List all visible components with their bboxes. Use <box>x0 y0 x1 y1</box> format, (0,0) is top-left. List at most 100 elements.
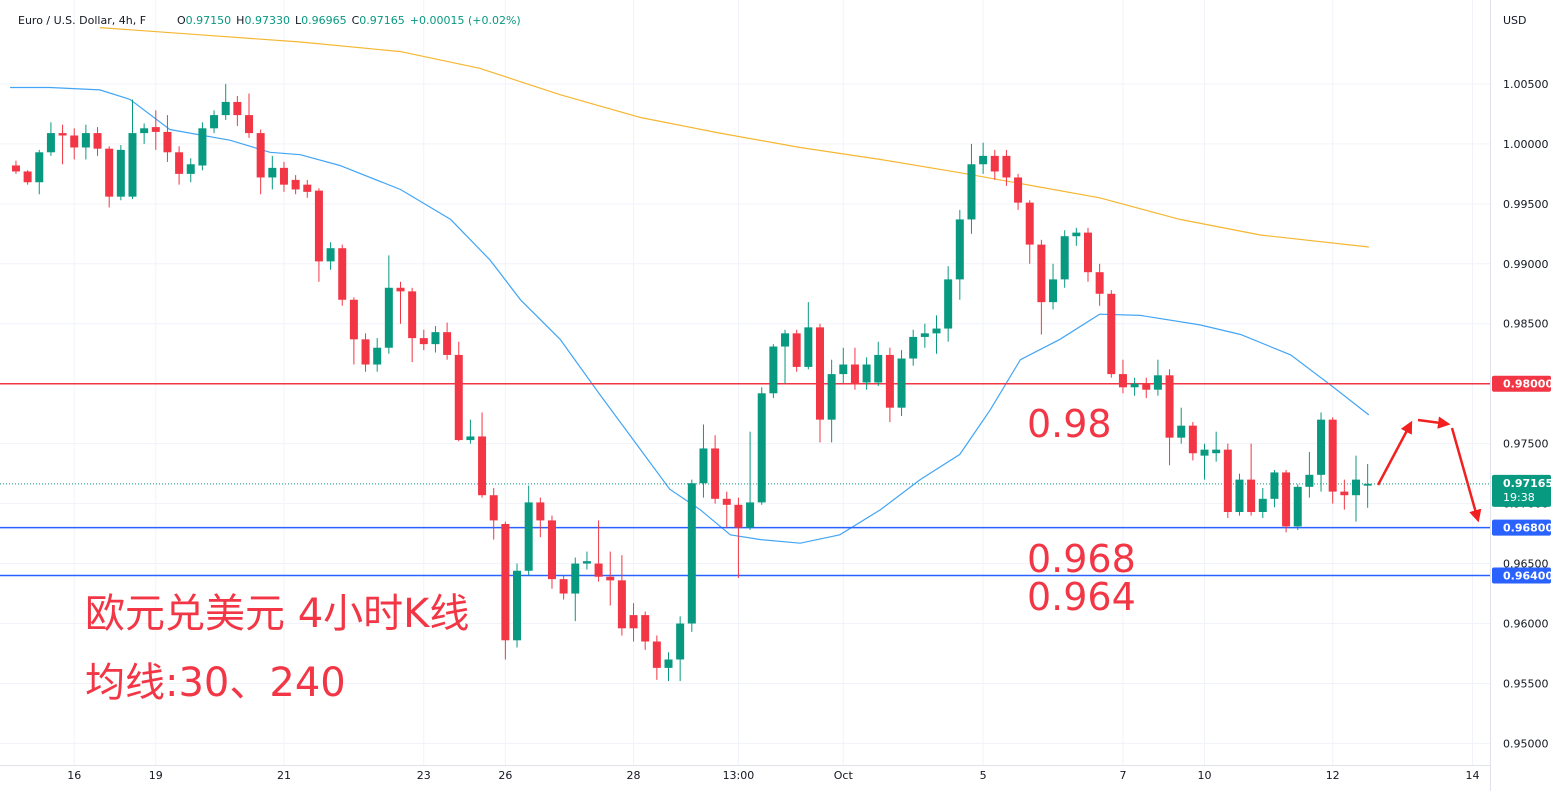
candle-body <box>792 333 801 367</box>
annotation-text: 0.98 <box>1027 402 1112 446</box>
moving-average-line <box>99 27 1369 248</box>
quote-value: 0.97165 <box>359 14 405 27</box>
candle-body <box>1305 474 1314 487</box>
candle-body <box>967 164 976 220</box>
candle-body <box>1235 479 1244 512</box>
last-price-label: 0.97165 <box>1503 477 1553 490</box>
y-tick-label: 1.00500 <box>1503 78 1549 91</box>
candle-body <box>1282 472 1291 527</box>
candle-body <box>1258 498 1267 512</box>
candle-body <box>559 579 568 594</box>
x-tick-label: 14 <box>1466 769 1480 782</box>
candle-body <box>373 347 382 365</box>
candle-body <box>1177 425 1186 438</box>
candle-body <box>524 502 533 571</box>
y-tick-label: 0.97500 <box>1503 438 1549 451</box>
candle-body <box>221 101 230 116</box>
price-line-label: 0.96400 <box>1503 570 1553 583</box>
candle-body <box>1212 449 1221 454</box>
candle-body <box>757 393 766 503</box>
candle-body <box>979 155 988 165</box>
candle-body <box>186 164 195 174</box>
x-tick-label: 13:00 <box>723 769 755 782</box>
countdown-label: 19:38 <box>1503 491 1535 504</box>
y-tick-label: 1.00000 <box>1503 138 1549 151</box>
arrow <box>1376 420 1413 486</box>
candle-body <box>175 152 184 174</box>
candle-body <box>804 327 813 367</box>
annotation-text: 欧元兑美元 4小时K线 <box>85 591 469 637</box>
x-tick-label: 10 <box>1198 769 1212 782</box>
candle-body <box>641 615 650 642</box>
candle-body <box>734 504 743 528</box>
candle-body <box>1165 375 1174 438</box>
y-tick-label: 0.95000 <box>1503 737 1549 750</box>
candle-body <box>885 354 894 408</box>
candle-body <box>1095 272 1104 294</box>
x-tick-label: 19 <box>149 769 163 782</box>
candle-body <box>1014 177 1023 203</box>
candle-body <box>1223 449 1232 512</box>
candle-body <box>944 279 953 329</box>
candle-body <box>1340 491 1349 496</box>
candle-body <box>687 483 696 624</box>
annotation-text: 均线:30、240 <box>85 660 346 706</box>
arrow <box>1417 416 1451 429</box>
candle-body <box>314 190 323 262</box>
x-tick-label: 7 <box>1119 769 1126 782</box>
candle-body <box>664 659 673 668</box>
candle-body <box>384 287 393 348</box>
candle-body <box>163 131 172 153</box>
candle-body <box>781 333 790 347</box>
candle-body <box>909 336 918 359</box>
ohlc-quote: O0.97150 H0.97330 L0.96965 C0.97165 +0.00015… <box>177 14 521 27</box>
last-price-badge <box>1492 474 1551 507</box>
candle-body <box>815 327 824 420</box>
quote-key: L <box>295 14 302 27</box>
candle-body <box>769 346 778 394</box>
candle-body <box>303 184 312 192</box>
candle-body <box>1118 374 1127 388</box>
candle-body <box>1328 419 1337 492</box>
candle-body <box>256 133 265 178</box>
candle-body <box>536 502 545 521</box>
candle-body <box>431 332 440 345</box>
candle-body <box>1025 202 1034 245</box>
candle-body <box>361 339 370 365</box>
candle-body <box>827 374 836 420</box>
candle-body <box>1060 236 1069 280</box>
candle-body <box>466 436 475 441</box>
candle-body <box>245 115 254 134</box>
candle-body <box>582 561 591 564</box>
candle-body <box>606 576 615 581</box>
price-line-badge <box>1492 519 1551 536</box>
candle-body <box>1002 155 1011 178</box>
symbol-title: Euro / U.S. Dollar, 4h, F <box>18 14 146 27</box>
arrow <box>1450 427 1482 523</box>
quote-value: 0.96965 <box>301 14 347 27</box>
candle-body <box>920 333 929 337</box>
candle-body <box>81 133 90 148</box>
x-tick-label: 26 <box>498 769 512 782</box>
candle-body <box>1072 232 1081 237</box>
candle-body <box>419 338 428 345</box>
price-line-label: 0.98000 <box>1503 378 1553 391</box>
candle-body <box>1188 425 1197 454</box>
candle-body <box>210 115 219 129</box>
y-tick-label: 0.96000 <box>1503 618 1549 631</box>
candle-body <box>1083 232 1092 273</box>
quote-value: 0.97150 <box>186 14 232 27</box>
candle-body <box>1049 279 1058 303</box>
quote-key: O <box>177 14 186 27</box>
price-line-label: 0.96800 <box>1503 522 1553 535</box>
candle-body <box>699 448 708 484</box>
x-tick-label: 12 <box>1326 769 1340 782</box>
candle-body <box>1317 419 1326 475</box>
candle-body <box>326 248 335 262</box>
candle-body <box>408 291 417 339</box>
y-tick-label: 0.96500 <box>1503 558 1549 571</box>
y-tick-label: 0.95500 <box>1503 677 1549 690</box>
candle-body <box>1363 483 1372 486</box>
candle-body <box>443 332 452 355</box>
